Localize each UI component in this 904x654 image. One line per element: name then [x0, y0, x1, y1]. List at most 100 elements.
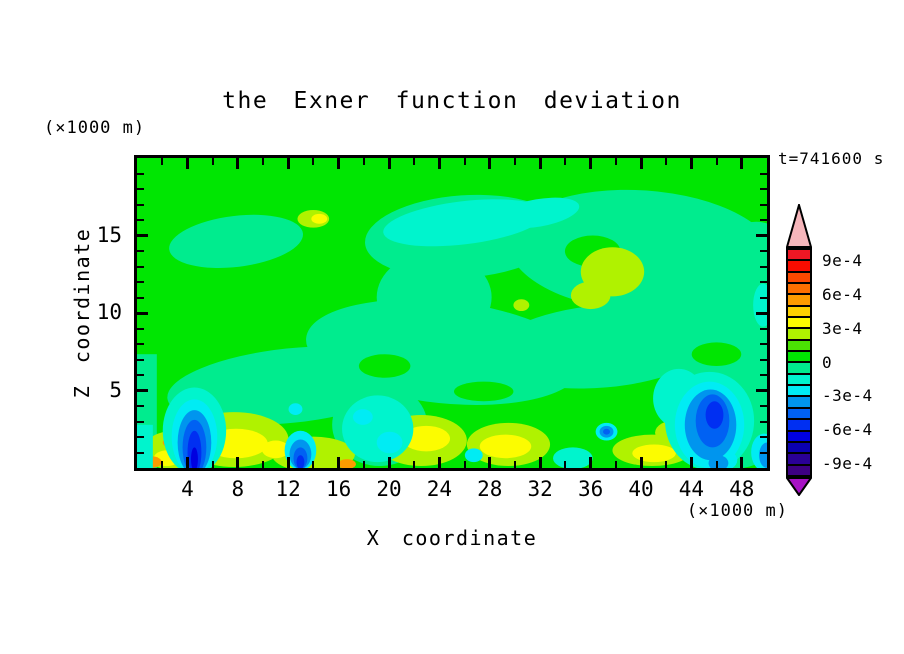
y-axis-tick	[756, 311, 767, 315]
x-axis-tick	[538, 457, 542, 468]
x-axis-tick	[387, 158, 391, 169]
colorbar	[786, 248, 812, 477]
colorbar-segment	[788, 250, 810, 262]
x-axis-tick	[387, 457, 391, 468]
y-axis-tick	[760, 219, 767, 221]
colorbar-arrow-bottom	[786, 477, 812, 496]
y-axis-tick	[137, 203, 144, 206]
contour-region	[603, 428, 610, 435]
x-axis-tick	[262, 158, 264, 165]
x-axis-tick	[337, 457, 341, 468]
x-axis-tick	[639, 457, 643, 468]
y-axis-tick	[760, 374, 767, 376]
y-axis-tick	[137, 374, 144, 376]
x-axis-tick	[639, 158, 643, 169]
x-axis-tick	[262, 461, 264, 468]
colorbar-segment	[788, 284, 810, 296]
contour-region	[306, 299, 583, 405]
y-axis-tick	[760, 343, 767, 345]
y-axis-tick	[137, 265, 144, 268]
y-axis-tick	[137, 327, 144, 330]
contour-region	[190, 447, 198, 468]
x-axis-tick	[161, 461, 164, 468]
x-axis-tick	[564, 158, 567, 165]
y-axis-tick	[137, 389, 148, 392]
y-axis-tick	[137, 234, 148, 237]
x-axis-tick	[362, 158, 365, 165]
x-tick-label: 44	[678, 477, 705, 501]
x-axis-tick	[236, 457, 240, 468]
contour-region	[402, 425, 451, 452]
contour-region	[632, 444, 676, 463]
y-tick-label: 5	[109, 377, 122, 402]
x-axis-tick	[211, 158, 214, 165]
colorbar-segment	[788, 431, 810, 443]
contour-region	[753, 283, 767, 327]
x-tick-label: 8	[231, 477, 245, 501]
x-axis-tick	[689, 457, 693, 468]
x-axis-tick	[185, 158, 189, 169]
y-axis-unit-label: (×1000 m)	[44, 118, 146, 138]
y-axis-tick	[137, 451, 144, 454]
contour-region	[479, 434, 532, 459]
x-axis-tick	[185, 457, 189, 468]
colorbar-level-label: 0	[822, 352, 833, 372]
y-axis-tick	[137, 436, 144, 438]
y-axis-tick	[137, 311, 148, 315]
colorbar-segment	[788, 295, 810, 307]
x-tick-label: 4	[181, 477, 194, 501]
contour-region	[759, 442, 767, 468]
x-tick-label: 48	[729, 477, 755, 501]
y-axis-tick	[760, 188, 767, 190]
y-axis-tick	[760, 405, 767, 407]
colorbar-arrow-top	[786, 204, 812, 248]
x-tick-label: 12	[275, 477, 301, 501]
x-axis-tick	[689, 158, 693, 169]
y-axis-tick	[760, 358, 767, 361]
y-tick-label: 15	[96, 222, 122, 247]
x-axis-tick	[564, 461, 567, 468]
contour-region	[261, 440, 290, 459]
contour-region	[342, 395, 414, 463]
y-axis-tick	[760, 420, 767, 423]
contour-region	[691, 342, 742, 366]
y-axis-tick	[137, 343, 144, 345]
colorbar-arrow-bottom-shape	[786, 477, 812, 496]
colorbar-segment	[788, 261, 810, 273]
x-axis-tick	[463, 158, 466, 165]
colorbar-level-label: -6e-4	[822, 420, 873, 439]
colorbar-segment	[788, 329, 810, 341]
colorbar-arrow-top-shape	[786, 204, 812, 248]
colorbar-segment	[788, 272, 810, 285]
y-axis-tick	[760, 436, 767, 438]
y-axis-tick	[137, 358, 144, 361]
x-axis-tick	[614, 461, 617, 468]
contour-region	[288, 403, 303, 416]
y-axis-tick	[760, 265, 767, 268]
y-axis-tick	[137, 172, 144, 175]
x-axis-tick	[413, 158, 416, 165]
contour-region	[358, 354, 411, 378]
y-axis-tick	[137, 420, 144, 423]
colorbar-level-label: 3e-4	[822, 318, 863, 338]
colorbar-segment	[788, 340, 810, 353]
x-axis-tick	[488, 457, 492, 468]
x-axis-tick	[413, 461, 416, 468]
x-axis-unit-label: (×1000 m)	[686, 501, 788, 521]
x-axis-tick	[740, 158, 744, 169]
contour-region	[553, 447, 593, 468]
plot-area	[134, 155, 770, 471]
x-tick-label: 20	[376, 477, 402, 501]
contour-region	[352, 409, 373, 425]
x-axis-tick	[236, 158, 240, 169]
y-axis-tick	[137, 250, 144, 252]
x-axis-tick	[312, 158, 315, 165]
x-axis-tick	[715, 158, 718, 165]
contour-region	[453, 381, 514, 402]
y-tick-label: 10	[96, 300, 122, 324]
x-axis-title: X coordinate	[366, 526, 538, 550]
colorbar-segment	[788, 318, 810, 330]
colorbar-segment	[788, 454, 810, 466]
contour-region	[296, 455, 305, 468]
